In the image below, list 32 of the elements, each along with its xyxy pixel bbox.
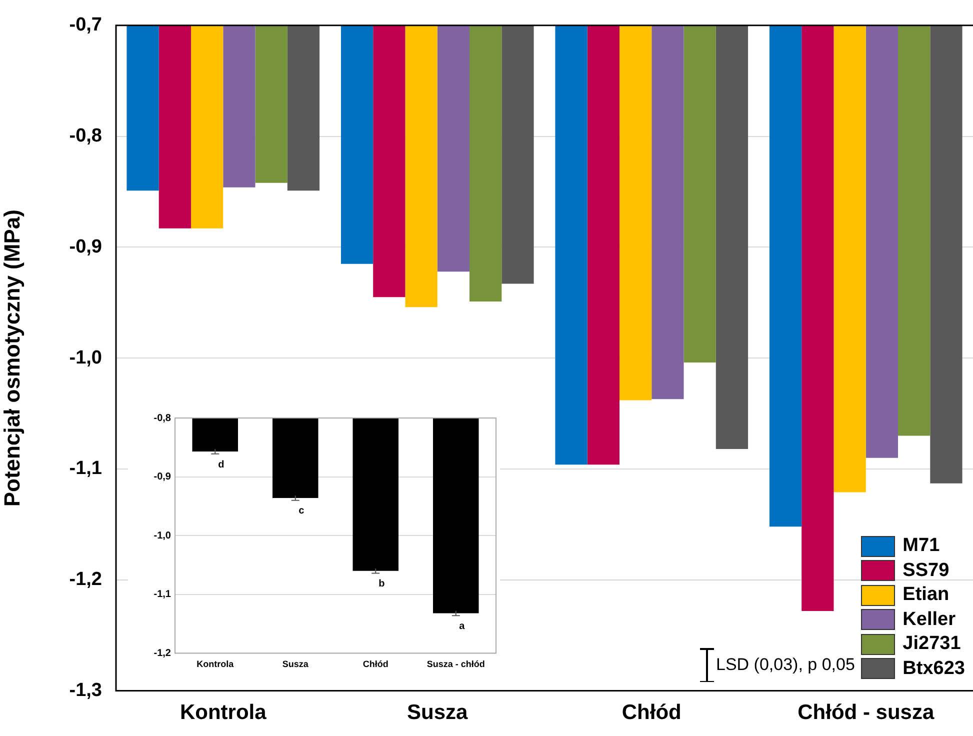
x-tick-label: Susza - chłód — [426, 659, 485, 670]
x-tick-label: Kontrola — [196, 659, 235, 670]
y-tick-label: -1,1 — [69, 458, 102, 480]
y-tick-label: -1,2 — [69, 569, 102, 590]
y-tick-label: -1,3 — [69, 680, 102, 702]
y-tick-label: -1,2 — [154, 648, 172, 659]
x-tick-label: Chłód — [362, 659, 388, 670]
y-tick-label: -0,8 — [154, 412, 172, 424]
y-tick-label: -0,9 — [154, 472, 172, 483]
annotation: c — [298, 506, 305, 517]
annotation: d — [218, 459, 224, 470]
y-tick-label: -0,7 — [69, 14, 102, 36]
legend-label: Ji2731 — [902, 633, 961, 656]
legend-label: Btx623 — [902, 658, 965, 680]
annotation: b — [378, 578, 385, 590]
y-tick-label: -0,8 — [69, 126, 102, 147]
y-tick-label: -0,9 — [69, 236, 102, 258]
y-tick-label: -1,0 — [69, 347, 102, 368]
legend-label: Keller — [902, 608, 956, 631]
annotation: a — [459, 620, 466, 632]
x-tick-label: Susza — [407, 701, 468, 724]
annotation: LSD (0,03), p 0,05 — [716, 655, 855, 675]
y-tick-label: -1,0 — [154, 530, 172, 542]
x-tick-label: Susza — [282, 659, 310, 670]
legend-label: Etian — [902, 584, 950, 606]
y-tick-label: -1,1 — [154, 589, 172, 600]
x-tick-label: Kontrola — [180, 701, 267, 724]
legend-label: M71 — [902, 535, 940, 558]
y-axis-title: Potencjał osmotyczny (MPa) — [0, 210, 24, 507]
legend-label: SS79 — [902, 560, 950, 582]
x-tick-label: Chłód - susza — [798, 701, 934, 724]
x-tick-label: Chłód — [622, 701, 682, 724]
